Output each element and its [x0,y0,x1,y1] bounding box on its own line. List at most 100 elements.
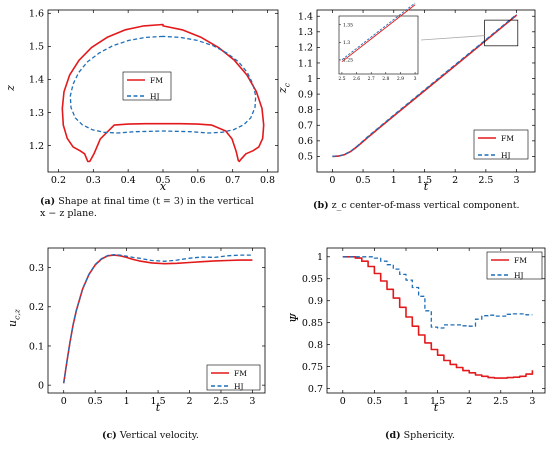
y-axis-label: uc,z [6,308,21,327]
x-tick-label: 0.2 [51,175,66,186]
y-tick-label: 0.1 [29,341,44,352]
x-tick-label: 0.5 [356,175,371,186]
caption-c-letter: (c) [102,430,117,441]
x-tick-label: 0 [340,396,346,407]
y-tick-label: 1.3 [29,108,44,119]
plot-frame [326,247,546,394]
x-tick-label: 0.5 [88,396,103,407]
x-tick-label: 0.4 [121,175,136,186]
y-tick-label: 0.75 [302,362,323,373]
chart-a: 0.2 0.3 0.4 0.5 0.6 0.7 0.8 1.2 1.3 1.4 1.5 1.6 x z FM… [4,9,279,193]
legend: FM HJ [486,251,543,280]
chart-b: 0 0.5 1 1.5 2 2.5 3 0.5 0.6 0.7 0.8 0.9 1 1.1 1.2 1.3 1.… [276,2,536,193]
x-tick-label: 0.8 [260,175,275,186]
y-tick-label: 0.6 [298,136,313,147]
plot-frame [47,247,266,394]
y-tick-label: 1.3 [298,27,313,38]
legend-label: FM [501,134,514,143]
y-tick-label: 0 [38,380,44,391]
y-tick-label: 0.8 [308,340,323,351]
y-tick-label: 1 [307,74,313,85]
series-line-fm [342,255,534,379]
series-line-fm [61,23,265,163]
legend-label: HJ [514,271,524,280]
series-line-fm [332,14,518,158]
x-tick-label: 1.5 [151,396,166,407]
x-tick-label: 0.5 [367,396,382,407]
inset-y-tick-label: 1.3 [343,40,350,46]
caption-c: (c) Vertical velocity. [102,430,302,442]
plot-frame [316,9,536,173]
x-tick-label: 2.5 [493,396,508,407]
x-tick-label: 0.7 [225,175,240,186]
inset: 2.5 2.6 2.7 2.8 2.9 3 1.25 1.3 1.35 [338,2,419,82]
zoom-box [484,19,519,47]
x-axis-label: t [434,401,439,414]
caption-a: (a) Shape at final time (t = 3) in the v… [40,196,260,220]
series-line-hj [63,254,253,384]
y-tick-label: 0.8 [298,105,313,116]
inset-frame [338,15,419,75]
y-tick-label: 0.3 [29,263,44,274]
inset-x-tick-label: 2.5 [338,76,345,82]
x-tick-label: 2.5 [478,175,493,186]
series-line-hj [342,256,533,329]
y-axis-label: z [4,85,17,92]
series-line-hj [69,35,257,134]
caption-b-text: z_c center-of-mass vertical component. [331,200,520,211]
inset-x-tick-label: 2.9 [397,76,404,82]
inset-y-tick-label: 1.25 [343,57,353,63]
x-tick-label: 0 [61,396,67,407]
legend-box [206,364,261,391]
caption-b-letter: (b) [313,200,329,211]
zoom-connector [420,35,485,41]
x-axis-label: t [156,401,161,414]
inset-series-fm [341,4,416,63]
y-axis-label: zc [276,82,291,94]
y-tick-label: 0.5 [298,152,313,163]
x-tick-label: 1 [403,396,409,407]
y-tick-label: 1.4 [29,75,44,86]
y-tick-label: 1.5 [29,42,44,53]
caption-d-text: Sphericity. [403,430,455,441]
y-axis-label: Ψ [288,313,301,323]
x-tick-label: 2.5 [213,396,228,407]
x-axis-label: x [160,180,167,193]
inset-y-tick-label: 1.35 [343,22,353,28]
legend-label: HJ [501,151,511,160]
y-tick-label: 0.7 [308,384,323,395]
x-axis-label: t [424,180,429,193]
legend-label: HJ [150,92,160,101]
caption-d: (d) Sphericity. [385,430,535,442]
legend-label: HJ [234,382,244,391]
x-tick-label: 2 [452,175,458,186]
x-tick-label: 0.6 [190,175,205,186]
inset-series-hj [341,2,416,61]
chart-c: 0 0.5 1 1.5 2 2.5 3 0 0.1 0.2 0.3 t uc,z FM HJ [6,247,266,414]
x-tick-label: 0.3 [86,175,101,186]
inset-x-tick-label: 2.8 [382,76,389,82]
legend: FM HJ [206,364,261,391]
x-tick-label: 2 [186,396,192,407]
y-tick-label: 0.9 [308,296,323,307]
caption-a-letter: (a) [40,196,56,207]
y-tick-label: 1.1 [298,58,313,69]
x-tick-label: 1.5 [417,175,432,186]
legend-box [473,129,529,160]
y-tick-label: 1.2 [298,43,313,54]
y-tick-label: 1.2 [29,141,44,152]
y-tick-label: 0.7 [298,121,313,132]
caption-c-text: Vertical velocity. [119,430,199,441]
y-tick-label: 0.9 [298,89,313,100]
y-tick-label: 0.95 [302,274,323,285]
x-tick-label: 3 [529,396,535,407]
legend: FM HJ [473,129,529,160]
caption-b: (b) z_c center-of-mass vertical componen… [313,200,543,212]
chart-d: 0 0.5 1 1.5 2 2.5 3 0.7 0.75 0.8 0.85 0.9 0.95 1 t Ψ FM H… [288,247,546,414]
legend-label: FM [514,256,527,265]
x-tick-label: 1 [391,175,397,186]
legend-box [486,251,543,280]
x-tick-label: 1 [124,396,130,407]
y-tick-label: 0.85 [302,318,323,329]
